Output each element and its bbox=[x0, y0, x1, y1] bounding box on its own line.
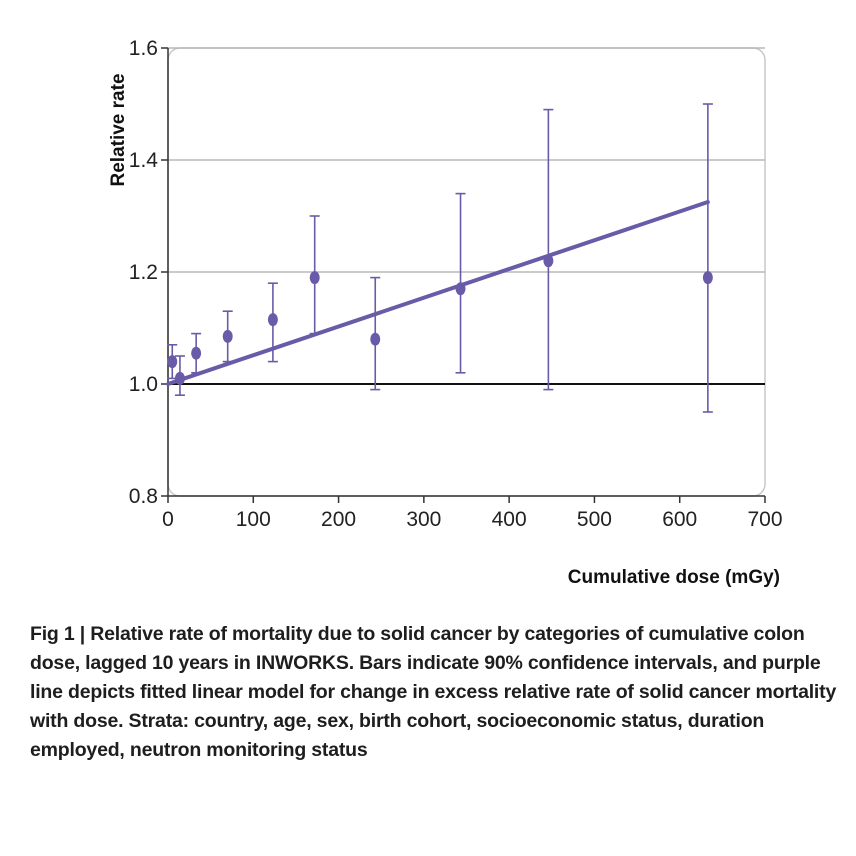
x-axis-label: Cumulative dose (mGy) bbox=[568, 567, 780, 588]
grid-lines bbox=[168, 47, 765, 273]
x-tick-label-400: 400 bbox=[492, 508, 527, 531]
figure-caption: Fig 1 | Relative rate of mortality due t… bbox=[30, 623, 837, 761]
y-tick-label-1.6: 1.6 bbox=[129, 37, 158, 60]
axes bbox=[161, 47, 766, 503]
x-tick-label-300: 300 bbox=[406, 508, 441, 531]
y-tick-label-1.0: 1.0 bbox=[129, 373, 158, 396]
data-point-3 bbox=[222, 329, 233, 343]
y-tick-label-0.8: 0.8 bbox=[129, 485, 158, 508]
error-bars bbox=[167, 103, 713, 413]
y-tick-label-1.4: 1.4 bbox=[129, 149, 159, 172]
x-tick-label-200: 200 bbox=[321, 508, 356, 531]
data-point-5 bbox=[309, 271, 320, 285]
y-tick-labels: 0.8 1.0 1.2 1.4 1.6 bbox=[129, 37, 159, 508]
x-tick-labels: 0 100 200 300 400 500 600 700 bbox=[162, 508, 782, 531]
data-point-7 bbox=[455, 282, 466, 296]
x-tick-label-100: 100 bbox=[236, 508, 271, 531]
data-point-6 bbox=[370, 332, 381, 346]
data-points bbox=[167, 254, 713, 385]
y-axis-label: Relative rate bbox=[108, 73, 129, 186]
chart: 0.8 1.0 1.2 1.4 1.6 0 100 200 300 400 500 600 700 R… bbox=[108, 37, 783, 588]
data-point-1 bbox=[174, 371, 185, 385]
data-point-4 bbox=[267, 313, 278, 327]
data-point-9 bbox=[702, 271, 713, 285]
y-tick-label-1.2: 1.2 bbox=[129, 261, 158, 284]
data-point-0 bbox=[167, 355, 178, 369]
x-tick-label-700: 700 bbox=[747, 508, 782, 531]
x-tick-label-500: 500 bbox=[577, 508, 612, 531]
data-point-2 bbox=[191, 346, 202, 360]
x-tick-label-600: 600 bbox=[662, 508, 697, 531]
data-point-8 bbox=[543, 254, 554, 268]
x-tick-label-0: 0 bbox=[162, 508, 174, 531]
fitted-linear-model-line bbox=[166, 200, 710, 386]
